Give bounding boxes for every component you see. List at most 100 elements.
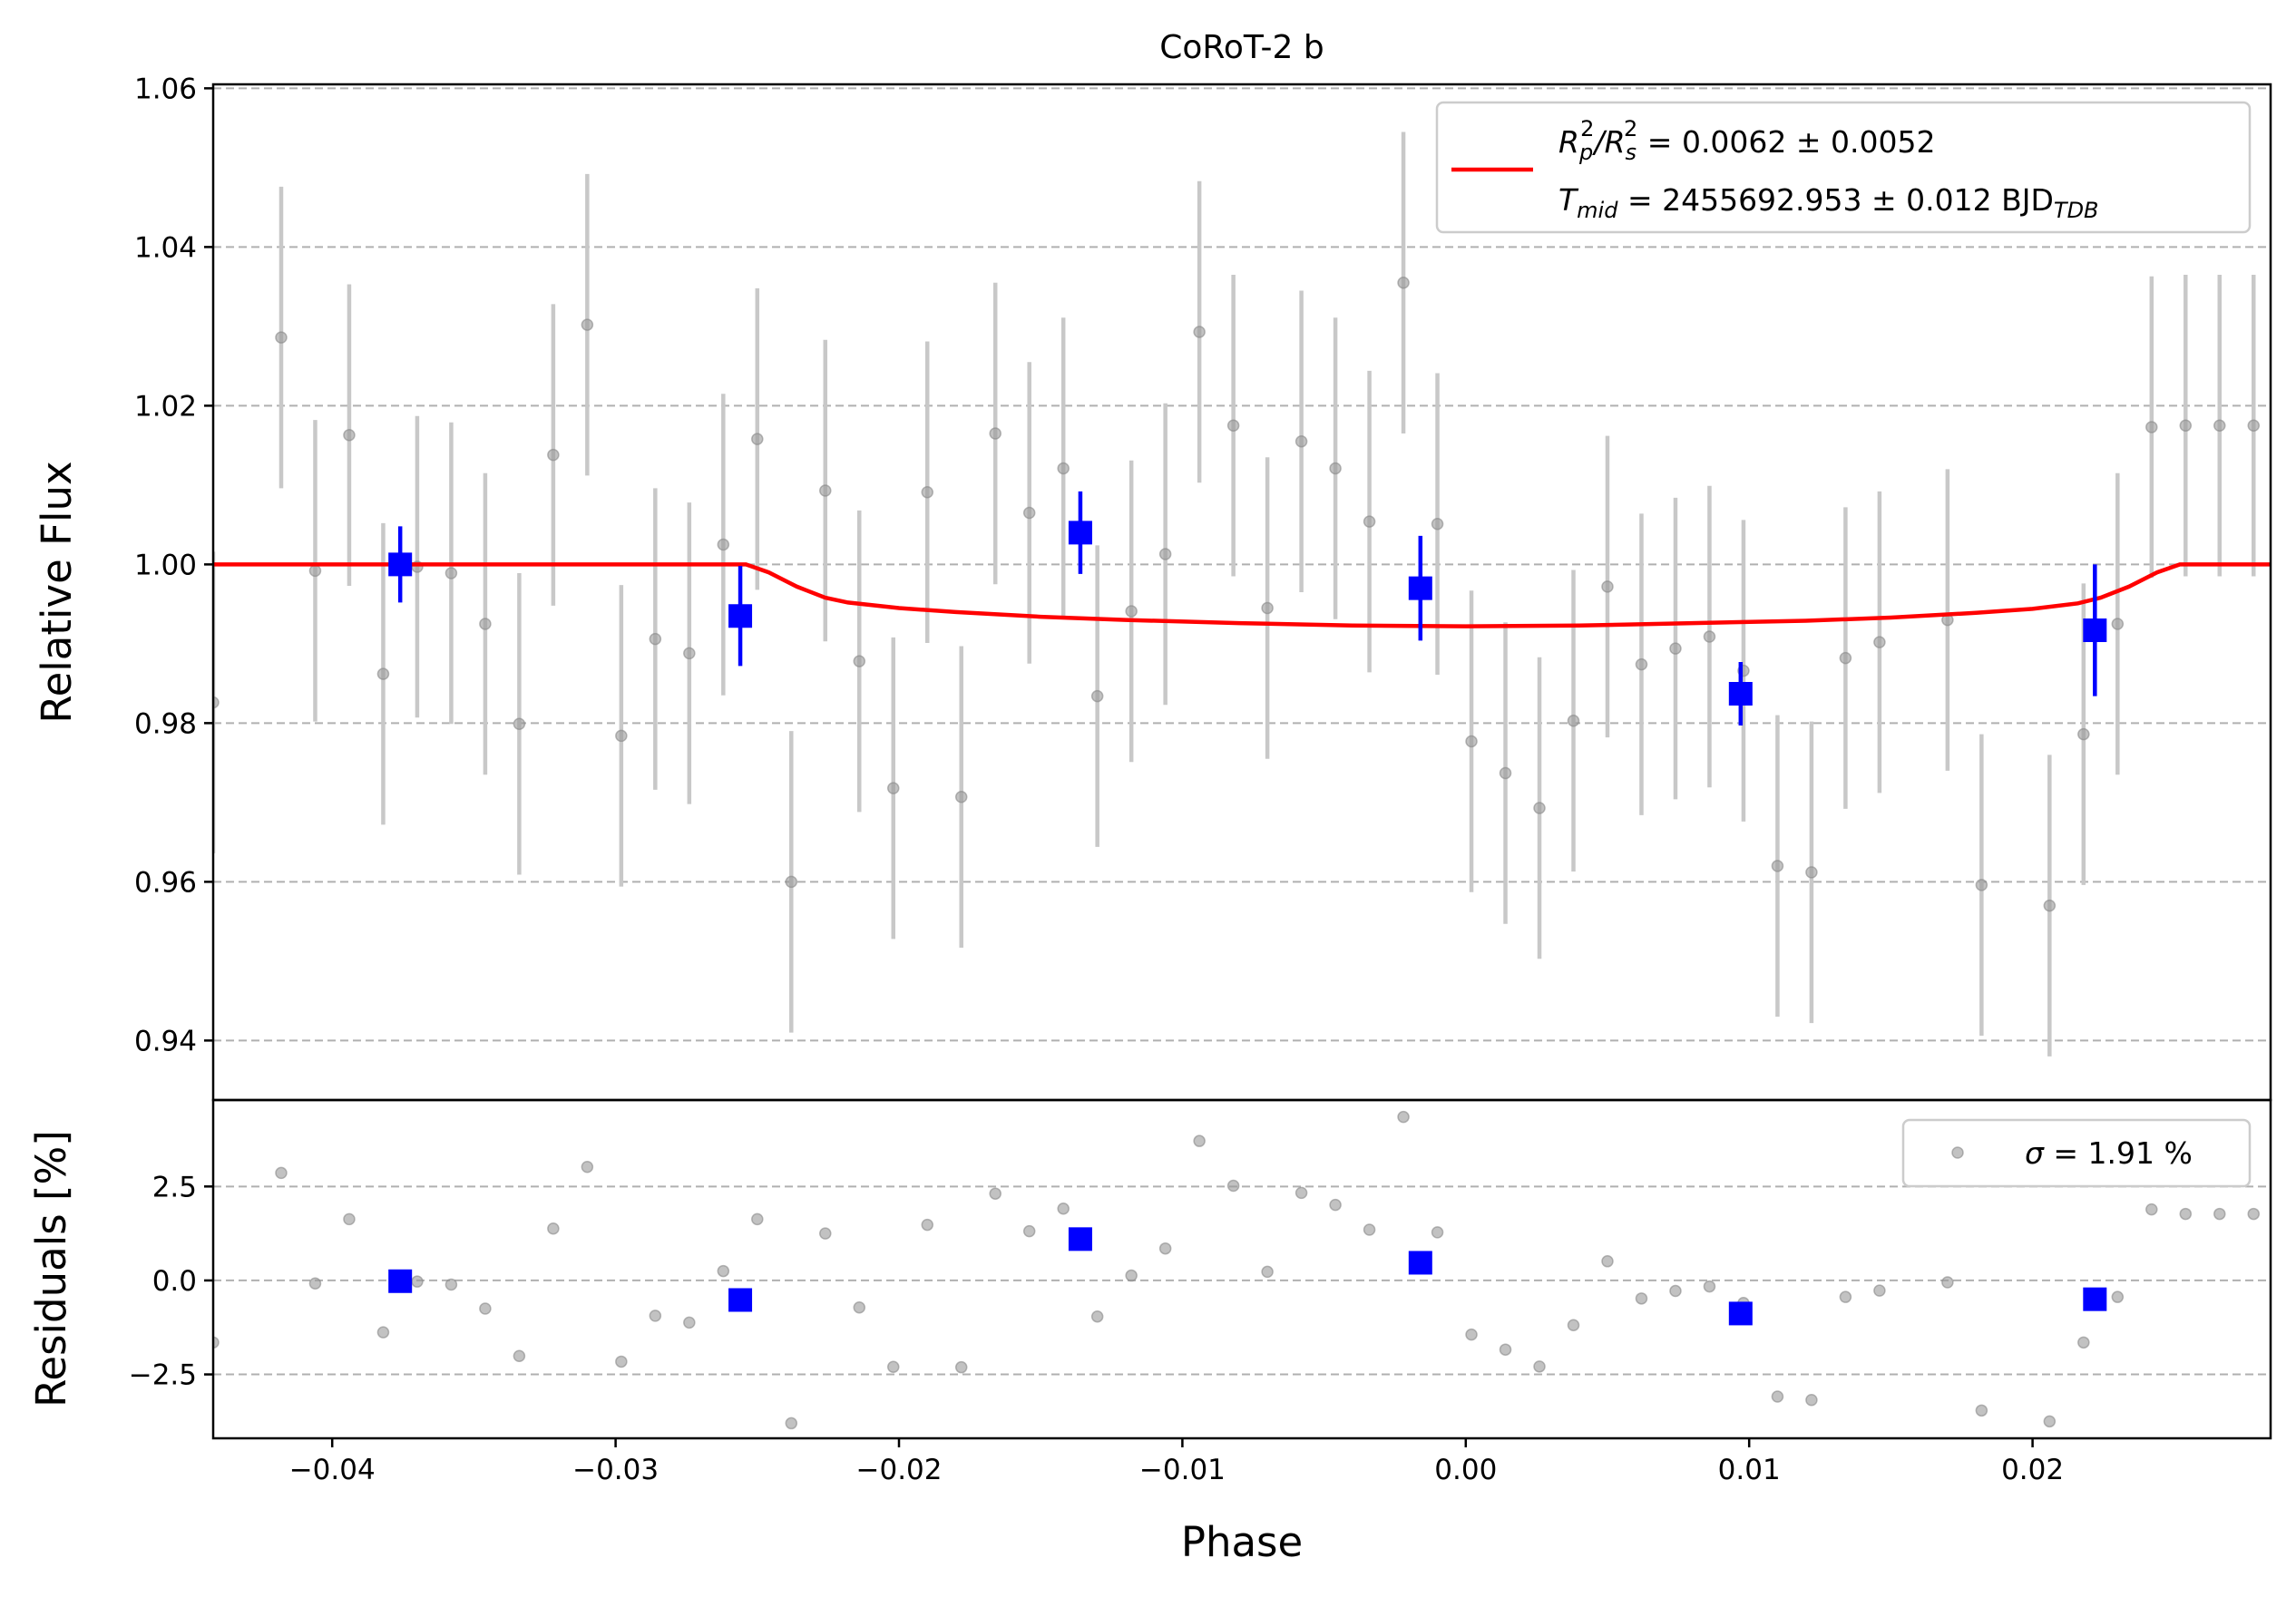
residual-point (513, 1349, 526, 1362)
flux-legend: Rp2/Rs2 = 0.0062 ± 0.0052 Tmid = 2455692… (1435, 101, 2252, 234)
residual-point (1295, 1186, 1308, 1200)
residual-point (1601, 1255, 1614, 1268)
residuals-y-tick-label: 0.0 (152, 1265, 197, 1298)
residual-point (1499, 1343, 1512, 1356)
flux-point (649, 632, 662, 646)
flux-point (1397, 277, 1410, 289)
residual-point (1805, 1393, 1818, 1407)
flux-points (213, 277, 2293, 912)
residual-binned-point (1068, 1227, 1092, 1251)
residual-point (615, 1355, 628, 1368)
residual-point (1839, 1290, 1852, 1303)
residuals-legend-box (1901, 1118, 2252, 1188)
residuals-legend-marker (1951, 1146, 1964, 1159)
residual-point (1465, 1328, 1478, 1341)
flux-y-label: Relative Flux (33, 461, 81, 723)
flux-point (1022, 506, 1036, 520)
residual-point (343, 1212, 356, 1226)
chart-title: CoRoT-2 b (1159, 29, 1324, 66)
flux-legend-box (1435, 101, 2252, 234)
residual-point (275, 1166, 288, 1180)
flux-point (2282, 420, 2293, 431)
residual-point (581, 1161, 594, 1173)
residual-point (683, 1316, 696, 1329)
flux-point (2247, 419, 2261, 432)
residual-point (2145, 1203, 2158, 1216)
residual-binned-points (388, 1227, 2107, 1326)
residual-point (954, 1360, 968, 1374)
flux-point (1158, 548, 1172, 560)
residuals-panel-frame (211, 1098, 2272, 1440)
flux-point (2179, 419, 2193, 432)
flux-point (308, 564, 322, 578)
flux-point (1057, 462, 1070, 475)
flux-point (2145, 421, 2158, 433)
flux-point (954, 791, 968, 803)
flux-point (1465, 735, 1478, 748)
binned-point (1408, 576, 1432, 600)
residual-point (2213, 1207, 2226, 1221)
binned-point (2083, 618, 2107, 642)
legend-sigma: σ = 1.91 % (2025, 1135, 2193, 1171)
residual-points (213, 1110, 2261, 1430)
flux-point (1125, 605, 1138, 618)
flux-point (1533, 802, 1546, 814)
residual-point (819, 1227, 832, 1240)
residual-point (989, 1187, 1001, 1200)
residual-point (649, 1310, 662, 1322)
residual-point (1635, 1292, 1648, 1305)
phase-x-tick-label: −0.02 (856, 1454, 943, 1486)
flux-point (1567, 715, 1580, 727)
flux-point (275, 331, 288, 344)
flux-y-tick-label: 1.00 (134, 549, 197, 581)
binned-point (388, 552, 413, 577)
flux-point (376, 667, 390, 680)
residual-point (2247, 1207, 2261, 1221)
flux-errorbars (213, 131, 2256, 1057)
flux-y-tick-label: 0.94 (134, 1025, 197, 1057)
residual-binned-point (2083, 1287, 2107, 1311)
flux-point (1363, 515, 1376, 528)
residual-point (2043, 1415, 2057, 1428)
residual-point (213, 1336, 220, 1349)
flux-point (785, 875, 798, 889)
flux-y-tick-label: 0.96 (134, 866, 197, 899)
flux-point (1329, 462, 1342, 475)
residual-point (1090, 1310, 1104, 1323)
residual-point (1873, 1284, 1886, 1297)
residual-point (1533, 1360, 1546, 1373)
flux-point (1226, 419, 1240, 432)
residual-point (1158, 1242, 1172, 1255)
residuals-gridlines (213, 1185, 2271, 1376)
flux-point (513, 717, 526, 730)
flux-y-tick-label: 1.02 (134, 390, 197, 423)
flux-point (2077, 727, 2090, 741)
residuals-y-tick-label: −2.5 (129, 1359, 197, 1392)
flux-point (213, 696, 220, 709)
phase-x-ticks: −0.04 −0.03 −0.02 −0.01 0.00 0.01 0.02 (289, 1438, 2064, 1486)
residual-point (479, 1302, 492, 1315)
flux-point (819, 484, 832, 497)
flux-point (343, 429, 356, 442)
residual-binned-point (1728, 1301, 1753, 1326)
residual-point (376, 1326, 390, 1339)
residual-point (1057, 1203, 1070, 1215)
flux-point (1703, 630, 1716, 643)
flux-y-tick-label: 0.98 (134, 707, 197, 740)
flux-point (547, 448, 560, 462)
flux-point (683, 647, 696, 660)
residual-point (2111, 1290, 2125, 1303)
residual-point (853, 1301, 866, 1314)
flux-point (989, 427, 1001, 440)
flux-point (1873, 636, 1886, 648)
residual-point (1975, 1404, 1988, 1417)
residual-point (887, 1360, 900, 1374)
residual-point (308, 1277, 322, 1290)
flux-point (2043, 899, 2057, 912)
residual-point (1431, 1226, 1444, 1239)
flux-point (751, 433, 764, 445)
flux-point (1193, 326, 1206, 338)
flux-point (1090, 689, 1104, 703)
phase-x-tick-label: −0.03 (572, 1454, 659, 1486)
